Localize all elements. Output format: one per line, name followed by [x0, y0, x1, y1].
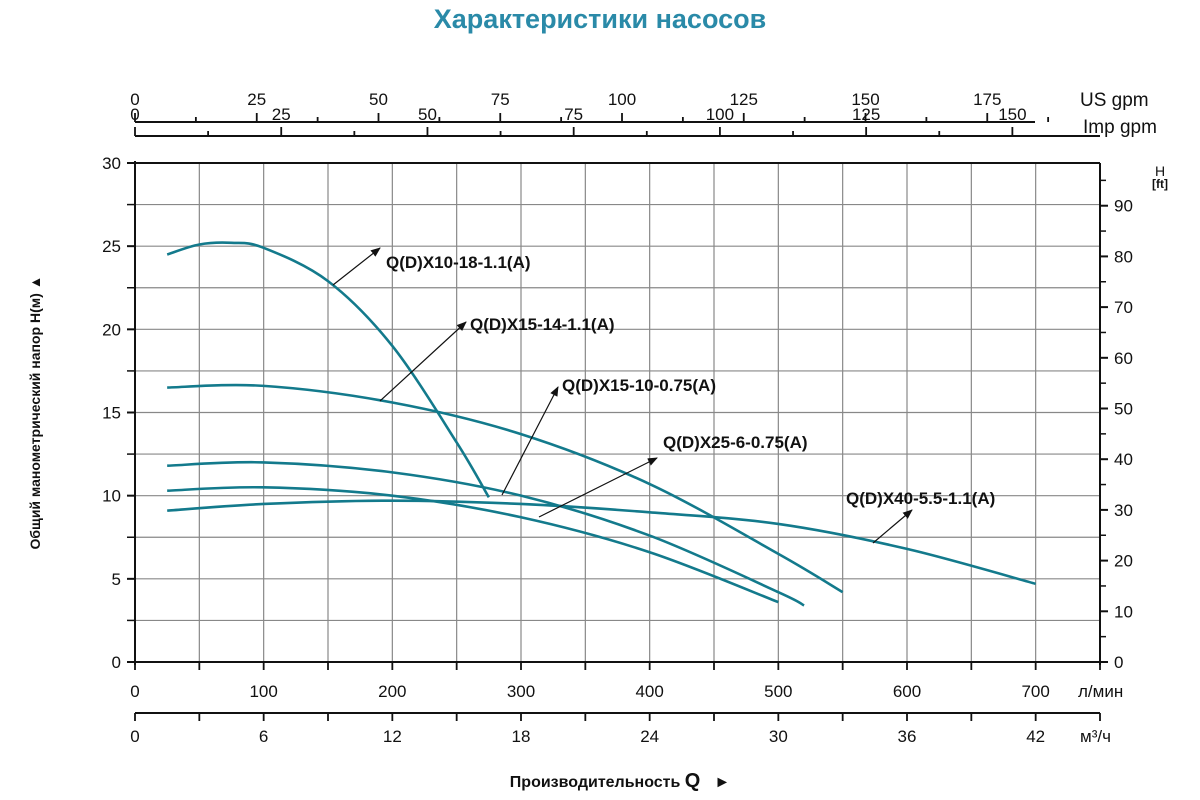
x-axis-unit-m3h: м³/ч — [1080, 727, 1111, 746]
x-tick-label: 0 — [130, 682, 139, 701]
pump-curve — [167, 460, 805, 607]
y2-axis-unit: [ft] — [1152, 177, 1168, 191]
y-axis-label: Общий манометрический напор H(м) ▲ — [27, 275, 43, 549]
pump-curve — [167, 499, 1037, 586]
y-tick-label: 0 — [112, 653, 121, 672]
imp-gpm-unit: Imp gpm — [1083, 117, 1157, 138]
imp-gpm-tick-label: 75 — [564, 105, 583, 124]
curve-label: Q(D)X15-14-1.1(A) — [470, 315, 615, 334]
label-arrow — [872, 509, 913, 544]
imp-gpm-tick-label: 25 — [272, 105, 291, 124]
x-tick-label: 300 — [507, 682, 535, 701]
y2-tick-label: 40 — [1114, 450, 1133, 469]
pump-curve — [167, 485, 779, 604]
x-tick-label: 400 — [635, 682, 663, 701]
x2-tick-label: 12 — [383, 727, 402, 746]
x-tick-label: 600 — [893, 682, 921, 701]
imp-gpm-tick-label: 100 — [706, 105, 734, 124]
us-gpm-tick-label: 50 — [369, 90, 388, 109]
curve-label: Q(D)X40-5.5-1.1(A) — [846, 489, 995, 508]
x-tick-label: 100 — [249, 682, 277, 701]
y2-axis-label: H — [1155, 163, 1165, 179]
y-tick-label: 5 — [112, 570, 121, 589]
y-tick-label: 10 — [102, 487, 121, 506]
label-arrow — [501, 386, 559, 496]
curve-label: Q(D)X15-10-0.75(A) — [562, 376, 716, 395]
us-gpm-tick-label: 150 — [851, 90, 879, 109]
pump-curve — [167, 383, 844, 594]
imp-gpm-tick-label: 50 — [418, 105, 437, 124]
y2-tick-label: 60 — [1114, 349, 1133, 368]
grid-lines — [135, 163, 1100, 662]
pump-curve — [166, 241, 490, 498]
y2-tick-label: 10 — [1114, 602, 1133, 621]
x2-tick-label: 18 — [512, 727, 531, 746]
x-tick-label: 200 — [378, 682, 406, 701]
y2-tick-label: 50 — [1114, 400, 1133, 419]
y2-tick-label: 70 — [1114, 298, 1133, 317]
pump-curves — [166, 241, 1037, 607]
x2-tick-label: 36 — [898, 727, 917, 746]
x-axis-unit-lmin: л/мин — [1078, 682, 1123, 701]
curve-label: Q(D)X10-18-1.1(A) — [386, 253, 531, 272]
x-tick-label: 700 — [1021, 682, 1049, 701]
y-tick-label: 15 — [102, 404, 121, 423]
y-tick-label: 25 — [102, 237, 121, 256]
x2-tick-label: 24 — [640, 727, 659, 746]
y2-tick-label: 90 — [1114, 197, 1133, 216]
imp-gpm-tick-label: 150 — [998, 105, 1026, 124]
y2-tick-label: 0 — [1114, 653, 1123, 672]
us-gpm-tick-label: 100 — [608, 90, 636, 109]
chart-title: Характеристики насосов — [433, 4, 767, 34]
x-axis-label: Производительность Q ► — [510, 770, 730, 792]
x2-tick-label: 30 — [769, 727, 788, 746]
y-tick-label: 20 — [102, 320, 121, 339]
curve-label: Q(D)X25-6-0.75(A) — [663, 433, 808, 452]
us-gpm-tick-label: 175 — [973, 90, 1001, 109]
curve-labels: Q(D)X10-18-1.1(A) Q(D)X15-14-1.1(A) Q(D)X1… — [332, 247, 995, 544]
x2-tick-label: 0 — [130, 727, 139, 746]
y2-tick-label: 20 — [1114, 552, 1133, 571]
x-tick-label: 500 — [764, 682, 792, 701]
x2-tick-label: 6 — [259, 727, 268, 746]
us-gpm-tick-label: 0 — [130, 90, 139, 109]
x2-tick-label: 42 — [1026, 727, 1045, 746]
label-arrow — [332, 247, 381, 286]
us-gpm-tick-label: 75 — [491, 90, 510, 109]
label-arrow — [379, 321, 467, 402]
y-tick-label: 30 — [102, 154, 121, 173]
us-gpm-tick-label: 25 — [247, 90, 266, 109]
axes: 0 5 10 15 20 25 30 Общий манометрический напор … — [27, 90, 1168, 792]
y2-tick-label: 30 — [1114, 501, 1133, 520]
y2-tick-label: 80 — [1114, 247, 1133, 266]
label-arrow — [538, 457, 658, 518]
us-gpm-tick-label: 125 — [730, 90, 758, 109]
us-gpm-unit: US gpm — [1080, 90, 1149, 111]
